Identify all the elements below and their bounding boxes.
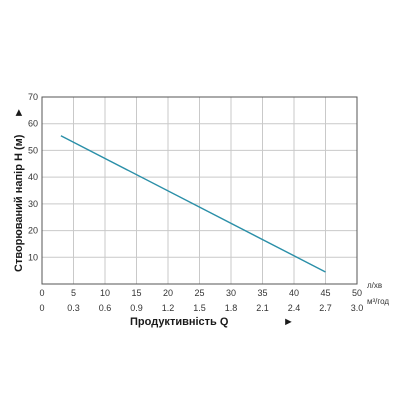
x-tick-label-primary: 35: [257, 288, 267, 298]
x-tick-label-primary: 45: [320, 288, 330, 298]
x-tick-labels-primary: 0 5 10 15 20 25 30 35 40 45 50: [39, 288, 362, 298]
x-axis-arrow-icon: ►: [283, 316, 294, 328]
y-tick-label: 20: [28, 226, 38, 236]
x-tick-label-secondary: 0.9: [130, 303, 143, 313]
y-tick-label: 60: [28, 119, 38, 129]
x-tick-label-secondary: 2.4: [288, 303, 301, 313]
x-tick-label-primary: 30: [226, 288, 236, 298]
y-tick-label: 50: [28, 145, 38, 155]
y-tick-labels: 10 20 30 40 50 60 70: [28, 92, 38, 262]
x-unit-secondary: м³/год: [367, 297, 389, 306]
x-tick-label-primary: 10: [100, 288, 110, 298]
x-tick-label-primary: 20: [163, 288, 173, 298]
x-tick-label-secondary: 2.1: [256, 303, 269, 313]
x-tick-label-secondary: 0.6: [99, 303, 112, 313]
x-unit-primary: л/хв: [367, 281, 382, 290]
x-tick-label-secondary: 3.0: [351, 303, 364, 313]
x-tick-label-primary: 0: [39, 288, 44, 298]
x-axis-title-group: Продуктивність Q ►: [130, 316, 294, 328]
x-tick-label-primary: 40: [289, 288, 299, 298]
x-tick-label-secondary: 2.7: [319, 303, 332, 313]
x-axis-title: Продуктивність Q: [130, 316, 229, 328]
x-tick-label-secondary: 0: [39, 303, 44, 313]
x-tick-label-primary: 5: [71, 288, 76, 298]
y-tick-label: 40: [28, 172, 38, 182]
x-tick-label-primary: 15: [131, 288, 141, 298]
y-tick-label: 70: [28, 92, 38, 102]
series-layer: [60, 135, 326, 273]
x-tick-label-primary: 50: [352, 288, 362, 298]
x-tick-label-primary: 25: [194, 288, 204, 298]
x-tick-labels-secondary: 0 0.3 0.6 0.9 1.2 1.5 1.8 2.1 2.4 2.7 3.0: [39, 303, 363, 313]
x-tick-label-secondary: 1.2: [162, 303, 175, 313]
y-axis-title: Створюваний напір Н (м): [13, 134, 25, 272]
grid: [42, 97, 357, 284]
plot-frame: [41, 96, 358, 285]
y-tick-label: 10: [28, 252, 38, 262]
y-axis-title-group: Створюваний напір Н (м) ►: [13, 107, 25, 272]
series-line: [60, 135, 326, 273]
x-tick-label-secondary: 0.3: [67, 303, 80, 313]
y-axis-arrow-icon: ►: [13, 107, 25, 118]
x-tick-label-secondary: 1.5: [193, 303, 206, 313]
y-tick-label: 30: [28, 199, 38, 209]
x-tick-label-secondary: 1.8: [225, 303, 238, 313]
